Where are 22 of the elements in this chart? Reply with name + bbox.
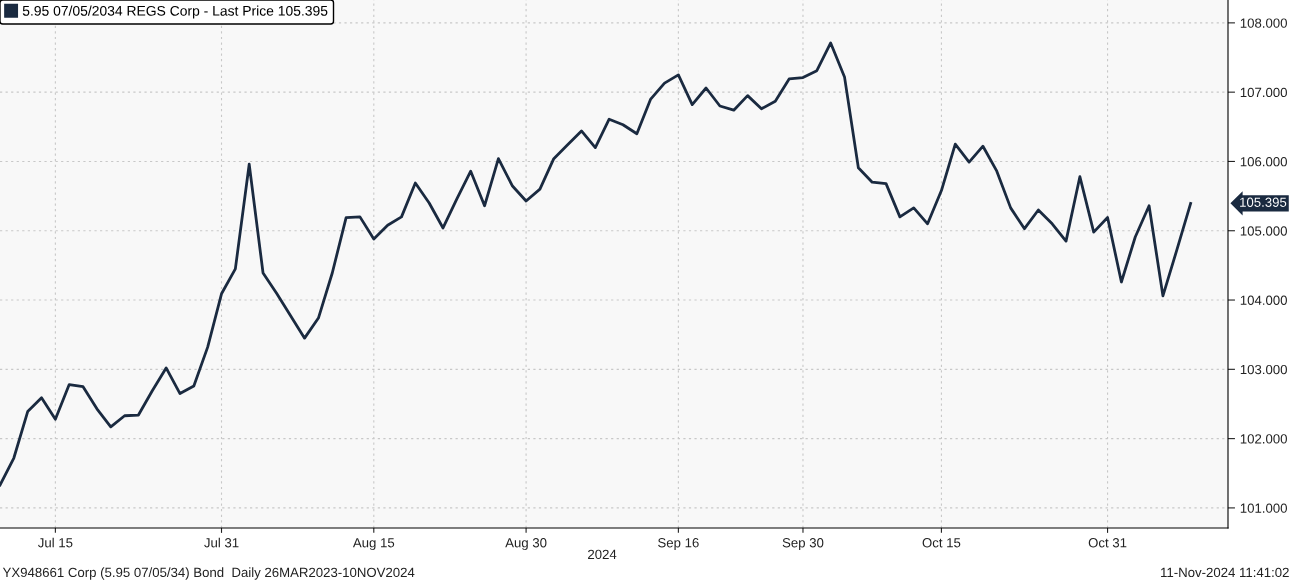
x-tick-label: Sep 30 [782, 538, 824, 551]
legend-label: 5.95 07/05/2034 REGS Corp - Last Price 105.395 [22, 5, 328, 19]
y-tick-label: 108.000 [1240, 18, 1287, 28]
y-tick-label: 104.000 [1240, 295, 1287, 305]
line-series [0, 41, 1193, 487]
text: 11-Nov-2024 11:41:02 [1161, 567, 1289, 578]
y-tick-label: 102.000 [1240, 434, 1287, 444]
y-tick-label: 101.000 [1240, 503, 1287, 513]
x-tick-label: Jul 15 [37, 537, 73, 548]
x-tick-label: Aug 30 [505, 538, 547, 551]
text: 105.395 [1240, 197, 1287, 207]
y-tick-label: 103.000 [1240, 364, 1287, 375]
x-tick-label: Aug 15 [352, 538, 395, 551]
text: YX948661 Corp (5.95 07/05/34) Bond Daily 26MAR2023-10NOV2024 [2, 567, 415, 580]
y-tick-label: 107.000 [1240, 87, 1287, 98]
text: 2024 [588, 549, 617, 560]
y-tick-label: 105.000 [1240, 226, 1287, 236]
x-tick-label: Oct 31 [1088, 538, 1127, 548]
y-tick-label: 106.000 [1240, 157, 1287, 167]
x-tick-label: Jul 31 [204, 537, 239, 548]
x-tick-label: Oct 15 [922, 538, 961, 548]
x-tick-label: Sep 16 [658, 538, 699, 551]
